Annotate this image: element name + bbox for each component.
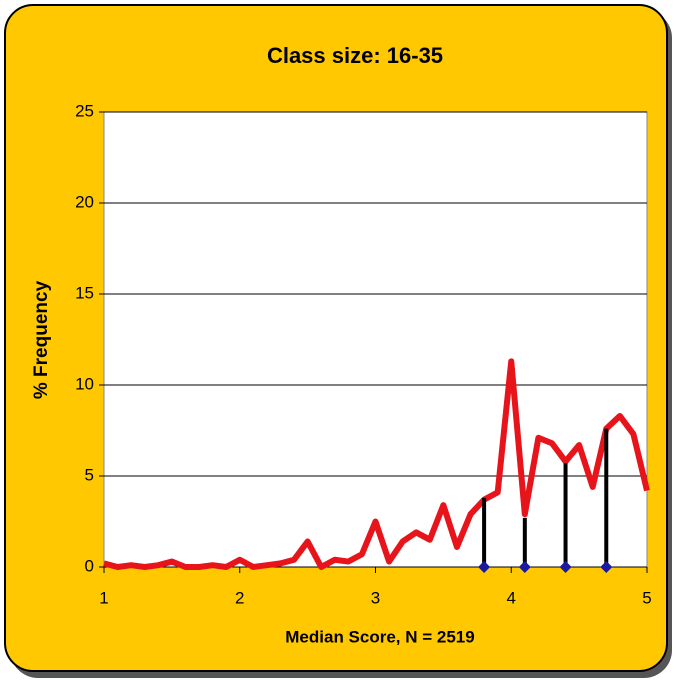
x-tick-label: 1 — [99, 588, 108, 607]
stem-marker — [600, 561, 613, 573]
plot-area — [103, 111, 648, 568]
stem-marker — [559, 561, 572, 573]
data-line — [103, 358, 650, 570]
stem-marker — [478, 561, 491, 573]
x-tick-label: 3 — [371, 588, 380, 607]
y-tick-label: 25 — [75, 101, 94, 120]
y-axis-label: % Frequency — [31, 280, 52, 399]
y-tick-label: 0 — [85, 556, 94, 575]
chart-title: Class size: 16-35 — [267, 43, 443, 68]
x-tick-label: 2 — [235, 588, 244, 607]
x-axis-label: Median Score, N = 2519 — [285, 627, 474, 646]
y-tick-label: 15 — [75, 283, 94, 302]
y-tick-label: 10 — [75, 374, 94, 393]
y-tick-label: 20 — [75, 192, 94, 211]
y-tick-label: 5 — [85, 465, 94, 484]
x-tick-label: 5 — [642, 588, 651, 607]
x-tick-label: 4 — [507, 588, 516, 607]
stem-marker — [518, 561, 531, 573]
